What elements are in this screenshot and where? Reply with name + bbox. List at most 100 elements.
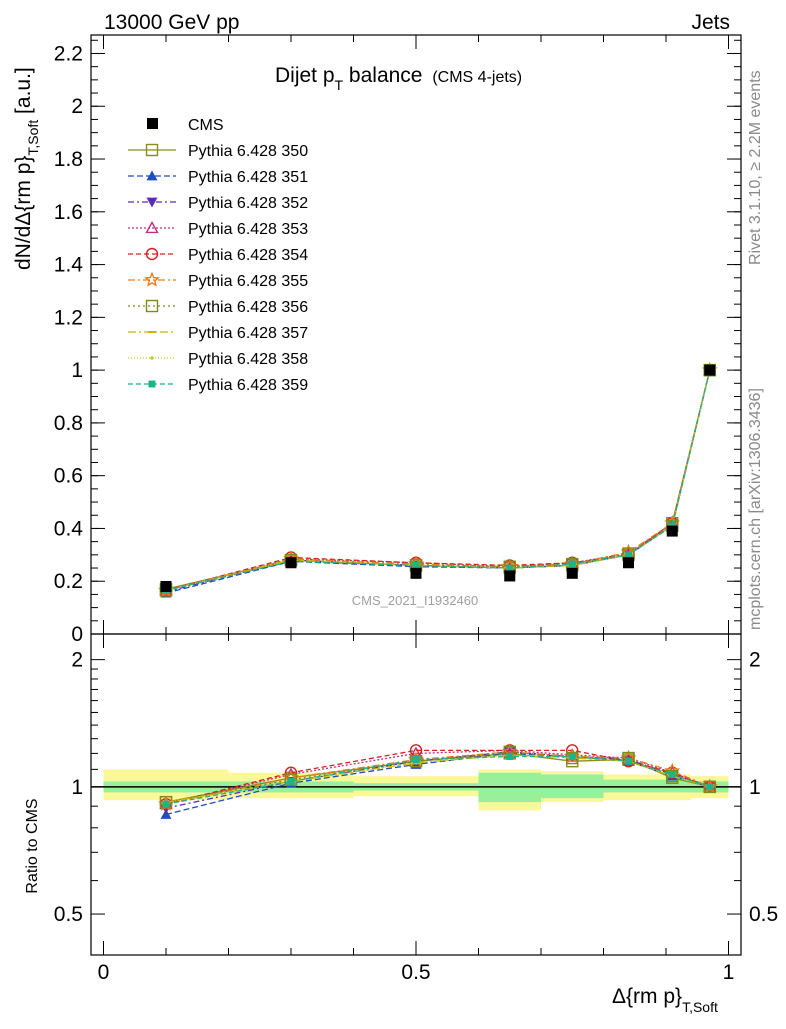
- main-y-label-unit: [a.u.]: [12, 67, 35, 120]
- legend-label: Pythia 6.428 358: [188, 351, 308, 368]
- ratio-y-tick-label-right: 0.5: [749, 903, 778, 926]
- ratio-series-point: [666, 769, 679, 783]
- ratio-series-point-shape: [706, 783, 714, 791]
- legend-marker: [145, 247, 159, 261]
- ratio-series-point-shape: [666, 769, 679, 783]
- ratio-series-point-shape: [287, 777, 295, 785]
- main-y-label-sub: T,Soft: [25, 120, 41, 156]
- legend-marker: [145, 221, 159, 234]
- legend: CMS Pythia 6.428 350 Pythia 6.428 351 Pythi…: [128, 117, 308, 394]
- legend-label: Pythia 6.428 353: [188, 221, 308, 238]
- x-tick-label: 0: [98, 961, 110, 984]
- data-point: [160, 581, 172, 593]
- legend-marker: [150, 356, 154, 360]
- ratio-series-point: [706, 783, 714, 791]
- main-series-line: [165, 369, 711, 592]
- legend-label: Pythia 6.428 355: [188, 273, 308, 290]
- main-title-rest: balance: [343, 64, 422, 87]
- legend-marker-shape: [150, 356, 154, 360]
- ratio-y-tick-label: 2: [71, 649, 83, 672]
- legend-marker: [146, 170, 158, 181]
- mcplots-label: mcplots.cern.ch [arXiv:1306.3436]: [747, 388, 764, 630]
- ratio-y-tick-label: 0.5: [54, 903, 83, 926]
- ratio-series-point: [160, 809, 172, 819]
- main-y-tick-label: 1.4: [54, 254, 84, 277]
- main-y-axis-label: dN/dΔ{rm p}T,Soft [a.u.]: [12, 67, 41, 270]
- main-series-point-shape: [625, 551, 632, 559]
- ratio-y-tick-label-right: 2: [749, 649, 761, 672]
- legend-marker-shape: [144, 271, 160, 287]
- main-series-point: [506, 564, 514, 572]
- ratio-series-line: [165, 752, 710, 803]
- main-series-point: [568, 560, 576, 568]
- ratio-series-line: [165, 755, 711, 805]
- main-series-line: [165, 369, 711, 592]
- legend-label: Pythia 6.428 350: [188, 143, 308, 160]
- legend-marker-shape: [148, 380, 156, 388]
- main-y-tick-label: 0: [71, 623, 83, 646]
- legend-label: Pythia 6.428 351: [188, 169, 308, 186]
- data-point: [504, 570, 516, 582]
- x-label-sub: T,Soft: [682, 999, 718, 1015]
- legend-label: Pythia 6.428 354: [188, 247, 308, 264]
- main-series-line: [165, 369, 711, 592]
- main-y-tick-label: 2.2: [54, 42, 83, 65]
- legend-label: Pythia 6.428 357: [188, 325, 308, 342]
- ratio-series-point: [703, 780, 716, 794]
- legend-marker: [144, 271, 160, 287]
- ratio-series-point: [162, 800, 170, 808]
- main-series-point: [412, 561, 420, 569]
- legend-marker-shape: [145, 299, 159, 313]
- main-y-tick-label: 0.8: [54, 412, 83, 435]
- data-point: [410, 567, 422, 579]
- main-series-point-shape: [568, 560, 576, 568]
- x-axis-label: Δ{rm p}T,Soft: [612, 985, 718, 1015]
- main-title-tag: (CMS 4-jets): [432, 69, 522, 86]
- legend-data-marker: [147, 118, 158, 129]
- ratio-series-point: [287, 777, 295, 785]
- analysis-watermark: CMS_2021_I1932460: [352, 593, 479, 608]
- legend-label: Pythia 6.428 352: [188, 195, 308, 212]
- ratio-series-point-shape: [625, 757, 632, 765]
- data-point: [704, 364, 716, 376]
- data-point: [566, 567, 578, 579]
- ratio-y-axis-label: Ratio to CMS: [24, 798, 41, 893]
- main-series-point-shape: [412, 561, 420, 569]
- ratio-series-point: [506, 752, 514, 760]
- x-tick-label: 1: [723, 961, 735, 984]
- ratio-series-line: [165, 749, 711, 805]
- axes-group: 0 0.2 0.4 0.6 0.8 1 1.2 1.4 1.6 1.8 2 2.2 0.5 0.5 1 1 2 2…: [54, 34, 778, 984]
- main-y-tick-label: 0.2: [54, 570, 83, 593]
- data-point: [285, 557, 297, 569]
- main-y-tick-label: 0.6: [54, 465, 83, 488]
- data-point: [623, 557, 634, 569]
- main-title: Dijet pT balance (CMS 4-jets): [275, 64, 522, 93]
- ratio-series-point: [412, 756, 420, 764]
- curves-group: [158, 361, 718, 819]
- legend-marker-shape: [145, 143, 159, 157]
- ratio-series-point: [625, 757, 632, 765]
- data-point: [666, 525, 678, 537]
- ratio-series-line: [165, 749, 711, 805]
- header-right: Jets: [691, 11, 730, 34]
- main-y-tick-label: 0.4: [54, 517, 84, 540]
- ratio-series-point-shape: [568, 752, 576, 760]
- main-y-tick-label: 1.8: [54, 148, 83, 171]
- legend-marker-shape: [145, 221, 159, 234]
- ratio-series-point-shape: [160, 809, 172, 819]
- main-title-text: Dijet p: [275, 64, 335, 87]
- main-series-line: [165, 369, 711, 592]
- rivet-label: Rivet 3.1.10, ≥ 2.2M events: [747, 70, 764, 265]
- ratio-y-tick-label: 1: [71, 776, 83, 799]
- main-series-point-shape: [506, 564, 514, 572]
- legend-marker-shape: [146, 197, 158, 208]
- legend-marker: [148, 380, 156, 388]
- main-y-tick-label: 1.2: [54, 306, 83, 329]
- main-y-tick-label: 1: [71, 359, 83, 382]
- main-y-tick-label: 2: [71, 95, 83, 118]
- ratio-series-point-shape: [162, 800, 170, 808]
- main-y-tick-label: 1.6: [54, 201, 83, 224]
- ratio-y-tick-label-right: 1: [749, 776, 761, 799]
- legend-marker: [145, 143, 159, 157]
